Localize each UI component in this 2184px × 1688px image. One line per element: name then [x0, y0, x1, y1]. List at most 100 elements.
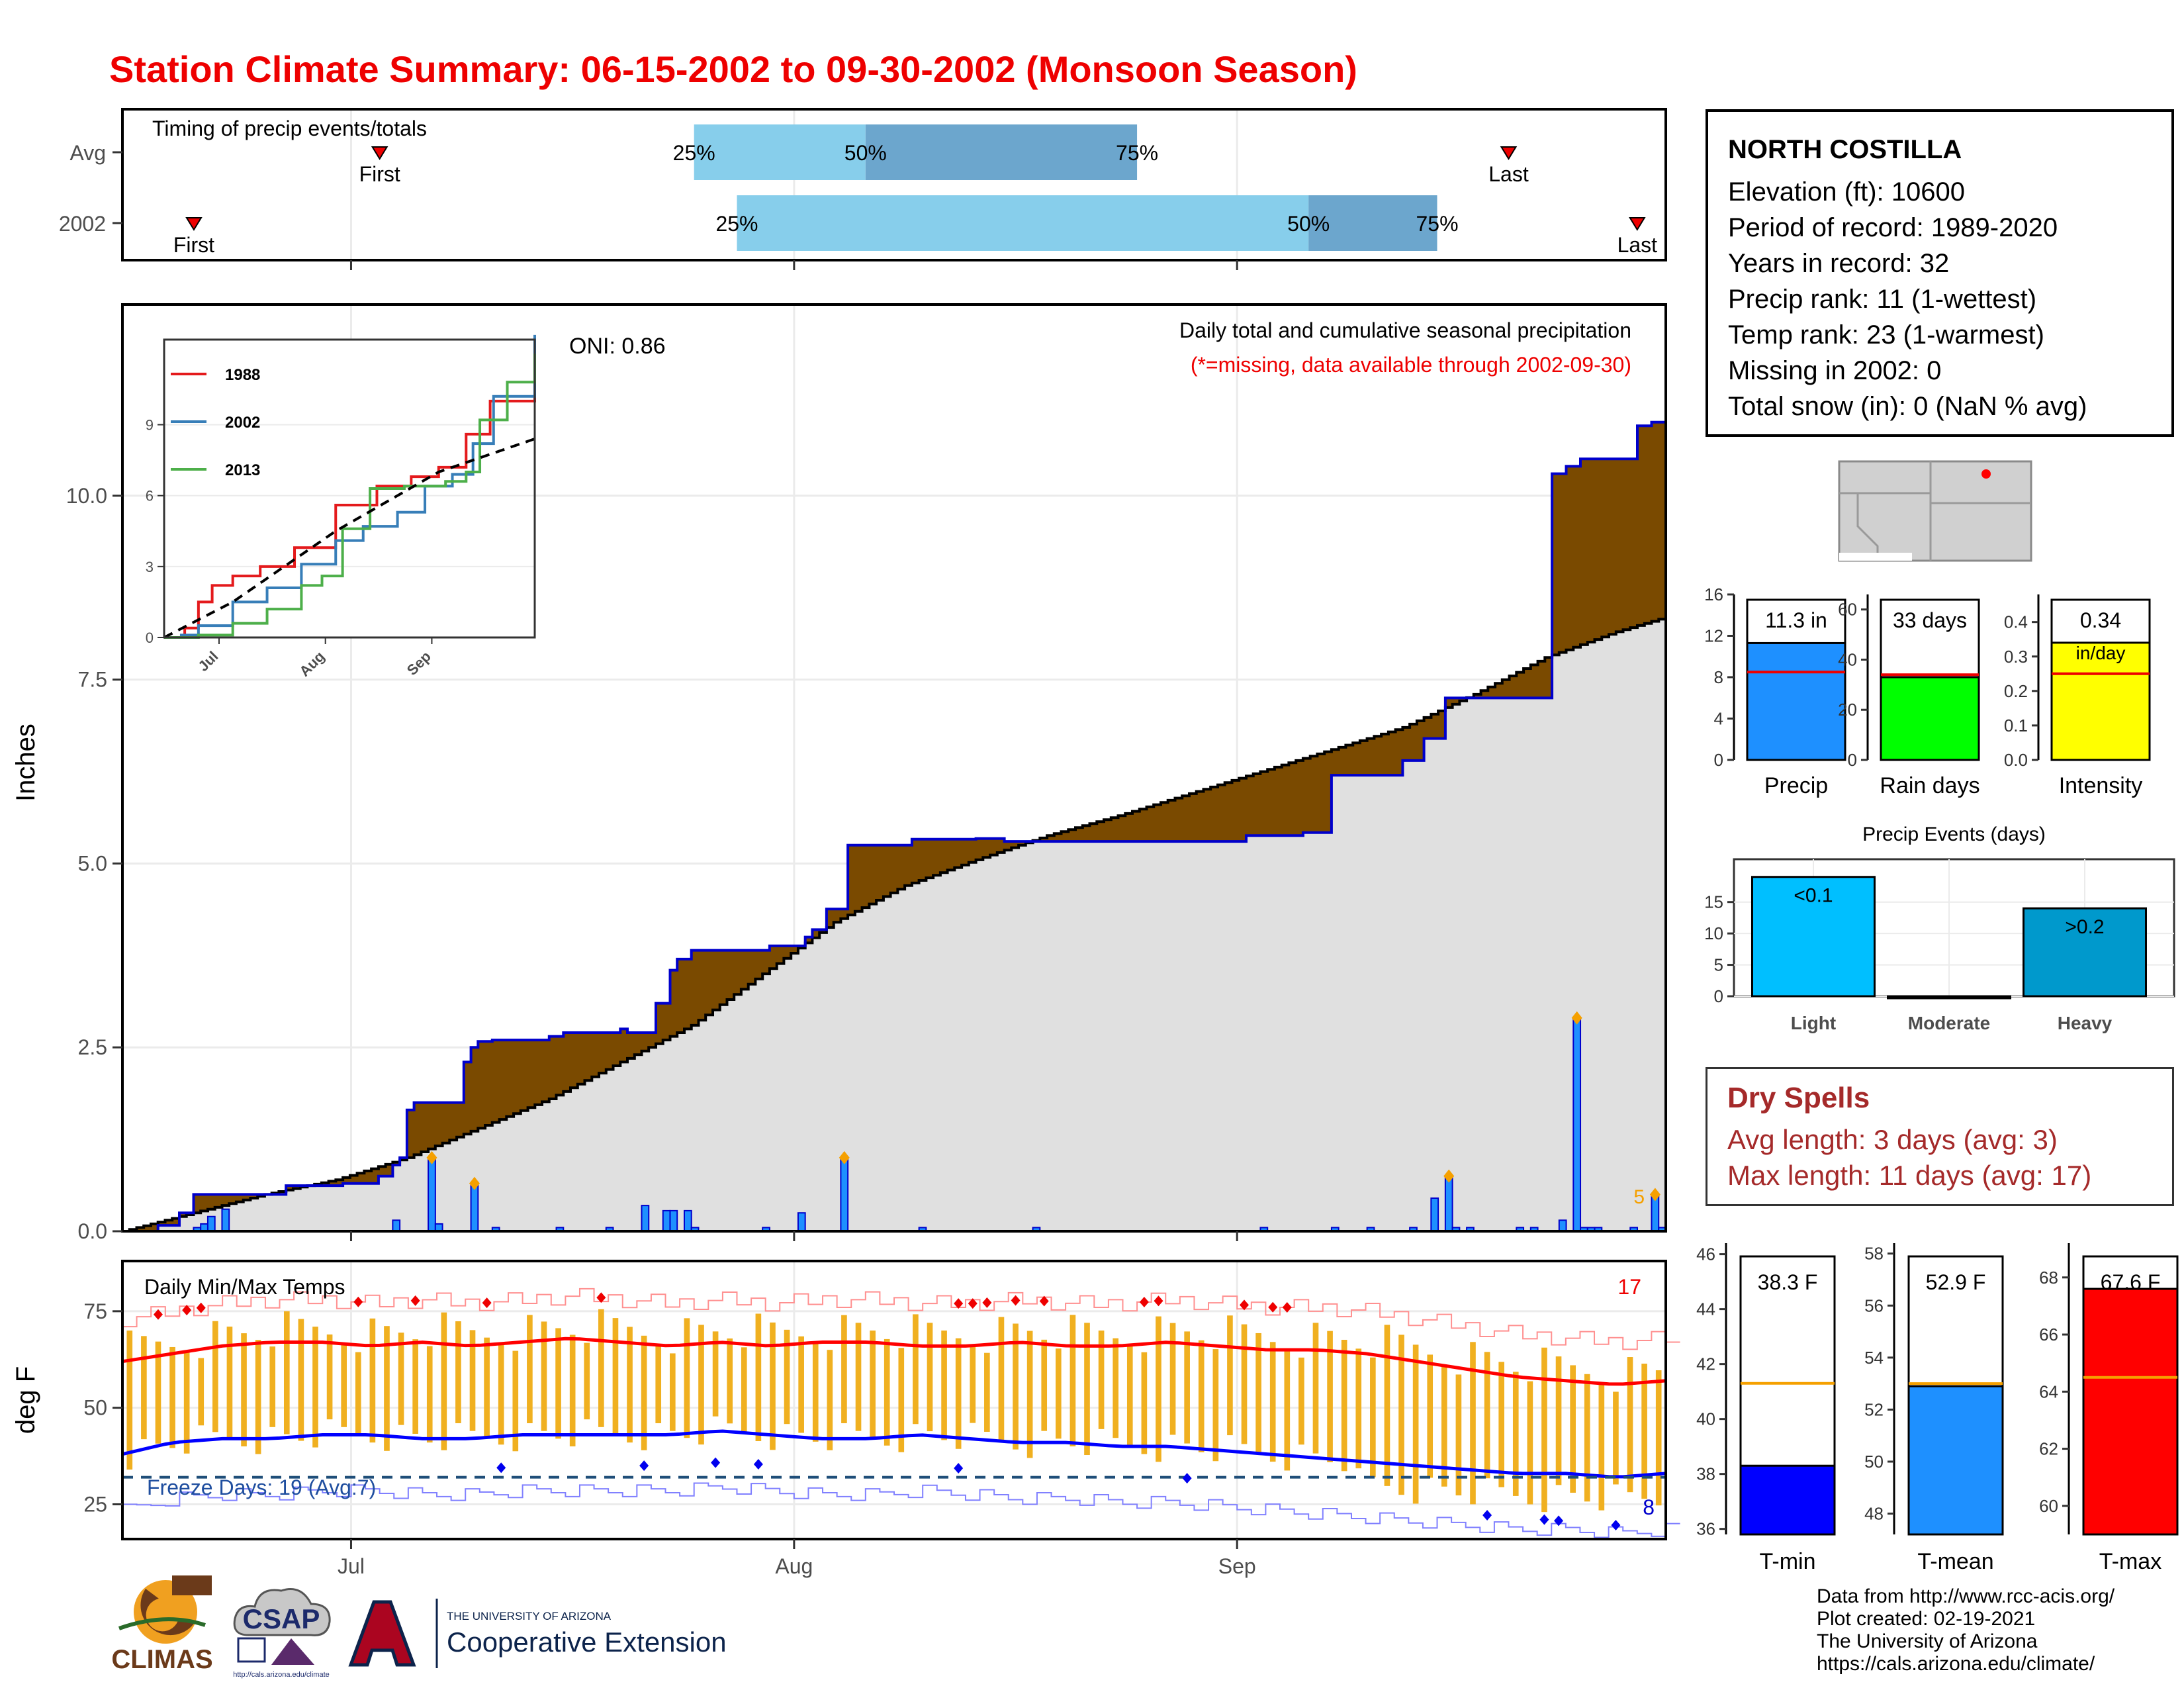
precip-panel: 0.0 2.5 5.0 7.5 10.0 Inches ONI: 0.86 Daily … — [11, 303, 1667, 1243]
oni-label: ONI: 0.86 — [569, 334, 666, 359]
event-bar — [1751, 876, 1876, 998]
summary-value: 33 days — [1893, 608, 1967, 632]
record-high-marker — [196, 1302, 206, 1313]
daily-temp-bar — [1498, 1362, 1505, 1487]
summary-ytick-label: 0.4 — [2004, 612, 2028, 632]
csap-logo: CSAP http://cals.arizona.edu/climate — [233, 1588, 331, 1679]
daily-temp-bar — [1341, 1339, 1347, 1472]
daily-precip-bar — [1572, 1017, 1582, 1233]
daily-precip-bar — [669, 1209, 678, 1233]
first-event-marker — [371, 146, 388, 160]
daily-temp-bar — [955, 1338, 962, 1449]
climas-logo-text: CLIMAS — [111, 1645, 212, 1674]
record-high-marker — [968, 1298, 978, 1309]
daily-temp-bar — [455, 1321, 461, 1423]
record-high-marker — [1039, 1295, 1049, 1307]
tbar-ytick-label: 36 — [1696, 1519, 1715, 1539]
month-label: Sep — [1218, 1554, 1256, 1578]
event-bar — [2023, 907, 2147, 998]
precip-rank: Precip rank: 11 (1-wettest) — [1728, 285, 2037, 314]
daily-temp-bar — [1655, 1370, 1662, 1506]
heavy-day-marker — [1649, 1188, 1661, 1201]
avg-tmax-line — [122, 1336, 1666, 1386]
summary-ytick-label: 0 — [1848, 750, 1857, 770]
daily-temp-bar — [1026, 1331, 1033, 1458]
daily-temp-bar — [1398, 1335, 1404, 1495]
csap-logo-text: CSAP — [243, 1603, 320, 1634]
station-info-box: NORTH COSTILLA Elevation (ft): 10600 Per… — [1706, 109, 2174, 437]
daily-precip-bar — [840, 1156, 849, 1233]
month-label: Aug — [775, 1554, 813, 1578]
tbar-ytick-label: 68 — [2039, 1268, 2058, 1288]
first-event-label: First — [173, 233, 214, 257]
daily-temp-bar — [527, 1315, 533, 1423]
daily-temp-bar — [1555, 1356, 1562, 1485]
tbar-ytick-label: 50 — [1864, 1452, 1884, 1472]
tbar-ytick-label: 40 — [1696, 1409, 1715, 1429]
daily-temp-bar — [698, 1325, 704, 1445]
daily-temp-bar — [998, 1317, 1005, 1441]
climatology-line — [122, 617, 1667, 1233]
events-ytick-label: 5 — [1714, 955, 1723, 975]
logos: CLIMAS CSAP http://cals.arizona.edu/clim… — [111, 1575, 727, 1679]
event-tag: <0.1 — [1794, 885, 1833, 907]
timing-percent-label: 75% — [1416, 212, 1458, 236]
daily-temp-bar — [1156, 1316, 1161, 1462]
daily-temp-bar — [1327, 1331, 1333, 1462]
daily-temp-bar — [855, 1323, 862, 1431]
tbar-label: T-mean — [1917, 1549, 1993, 1574]
inset-ytick-label: 9 — [146, 417, 154, 434]
daily-temp-bar — [555, 1328, 561, 1439]
summary-ytick-label: 0.0 — [2004, 750, 2028, 770]
inset-legend-label: 2002 — [225, 414, 260, 432]
daily-temp-bar — [1384, 1325, 1390, 1486]
daily-temp-bar — [298, 1319, 304, 1441]
inset-ytick-label: 0 — [146, 630, 154, 646]
precip-ytick-label: 0.0 — [78, 1219, 107, 1243]
tbar-ytick-label: 60 — [2039, 1496, 2058, 1516]
timing-percent-label: 25% — [715, 212, 758, 236]
daily-temp-bar — [1598, 1383, 1605, 1511]
daily-temp-bar — [412, 1339, 418, 1434]
tbar — [1739, 1464, 1836, 1536]
daily-temp-bar — [1212, 1349, 1219, 1462]
timing-percent-label: 50% — [1287, 212, 1330, 236]
daily-temp-bar — [1284, 1350, 1291, 1471]
daily-precip-bar — [1558, 1219, 1567, 1233]
ua-line1: THE UNIVERSITY OF ARIZONA — [447, 1610, 612, 1622]
daily-temp-bar — [884, 1338, 890, 1446]
daily-temp-bar — [1141, 1352, 1148, 1454]
daily-temp-bar — [241, 1333, 247, 1446]
events-ytick-label: 15 — [1704, 892, 1723, 912]
summary-ytick-label: 40 — [1838, 649, 1857, 669]
missing-note: (*=missing, data available through 2002-… — [1191, 353, 1631, 377]
locator-map — [1838, 460, 2032, 562]
climas-logo: CLIMAS — [111, 1575, 213, 1674]
cumulative-2002-line — [122, 400, 1667, 1233]
daily-temp-bar — [827, 1350, 833, 1450]
daily-temp-bar — [898, 1348, 905, 1452]
footer-credits: Data from http://www.rcc-acis.org/ Plot … — [1817, 1585, 2115, 1675]
record-high-marker — [1154, 1295, 1163, 1307]
daily-temp-bar — [941, 1331, 947, 1440]
footer-plot-created: Plot created: 02-19-2021 — [1817, 1608, 2036, 1630]
daily-temp-bar — [1570, 1365, 1576, 1493]
inset-ytick-label: 6 — [146, 488, 154, 504]
daily-temp-bar — [984, 1352, 990, 1432]
timing-percent-label: 75% — [1116, 141, 1158, 165]
tbar-value: 38.3 F — [1758, 1270, 1818, 1294]
record-high-marker — [153, 1309, 163, 1320]
daily-temp-bar — [1641, 1364, 1647, 1499]
precip-ytick-label: 10.0 — [66, 484, 107, 508]
inset-series-line — [164, 353, 536, 639]
summary-value: 0.34 — [2080, 608, 2121, 632]
daily-temp-bar — [1084, 1323, 1090, 1456]
inset-series-line — [164, 334, 536, 639]
daily-temp-bar — [1269, 1342, 1276, 1462]
daily-temp-bar — [1484, 1352, 1490, 1479]
elevation: Elevation (ft): 10600 — [1728, 177, 1965, 207]
daily-temp-bar — [712, 1331, 719, 1417]
timing-bar-50-75 — [865, 124, 1138, 180]
